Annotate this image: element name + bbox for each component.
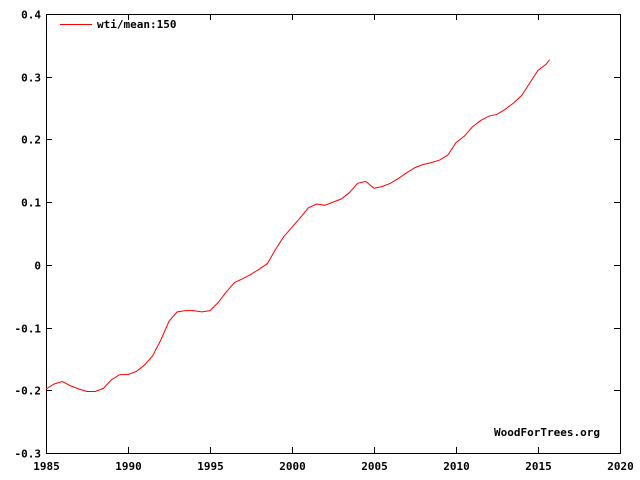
watermark-label: WoodForTrees.org [494, 426, 600, 439]
x-tick-label: 2010 [443, 460, 470, 473]
legend-label: wti/mean:150 [97, 18, 176, 31]
x-tick-label: 2000 [279, 460, 306, 473]
series-line-wti-mean-150 [45, 59, 550, 392]
x-axis: 1985 1990 1995 2000 2005 2010 2015 2020 [33, 14, 634, 473]
y-axis: -0.3 -0.2 -0.1 0 0.1 0.2 0.3 0.4 [15, 9, 620, 461]
y-tick-label: -0.1 [15, 323, 42, 336]
y-tick-label: 0.4 [21, 9, 41, 22]
x-tick-label: 2005 [361, 460, 388, 473]
y-tick-label: 0.3 [21, 72, 41, 85]
legend: wti/mean:150 [60, 18, 176, 31]
x-tick-label: 1985 [33, 460, 60, 473]
y-tick-label: 0.2 [21, 134, 41, 147]
y-tick-label: 0.1 [21, 197, 41, 210]
x-tick-label: 2020 [607, 460, 634, 473]
y-tick-label: 0 [34, 260, 41, 273]
x-tick-label: 1990 [115, 460, 142, 473]
x-tick-label: 2015 [525, 460, 552, 473]
x-tick-label: 1995 [197, 460, 224, 473]
plot-frame [46, 14, 621, 454]
y-tick-label: -0.3 [15, 448, 42, 461]
y-tick-label: -0.2 [15, 385, 42, 398]
